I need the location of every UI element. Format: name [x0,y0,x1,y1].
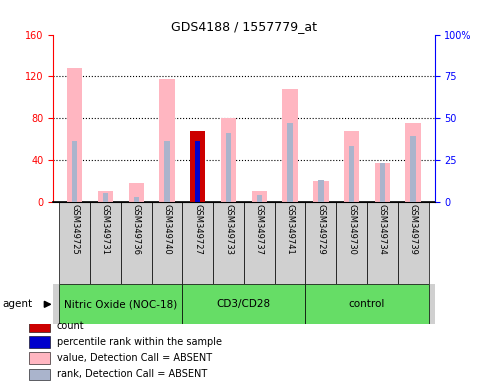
Bar [59,202,90,284]
Bar [121,202,152,284]
Text: Nitric Oxide (NOC-18): Nitric Oxide (NOC-18) [64,299,177,310]
Bar [59,284,183,324]
Text: control: control [349,299,385,310]
Text: rank, Detection Call = ABSENT: rank, Detection Call = ABSENT [57,369,207,379]
Text: GSM349739: GSM349739 [409,204,418,255]
Bar [375,163,390,202]
Bar [367,202,398,284]
Bar [98,191,113,202]
Text: GSM349729: GSM349729 [316,204,326,255]
Text: GSM349736: GSM349736 [132,204,141,255]
Bar [405,123,421,202]
Bar [103,193,108,202]
Bar [213,202,244,284]
Bar [275,202,305,284]
Bar [336,202,367,284]
Bar [128,183,144,202]
Bar [349,146,355,202]
Bar [133,197,139,202]
Text: agent: agent [2,299,32,310]
Bar [318,180,324,202]
Text: CD3/CD28: CD3/CD28 [217,299,271,310]
Bar [287,123,293,202]
Bar [221,118,236,202]
Bar [183,284,305,324]
Text: GSM349727: GSM349727 [193,204,202,255]
Bar [28,353,50,364]
Bar [28,369,50,381]
Bar [398,202,428,284]
Text: GSM349740: GSM349740 [162,204,171,255]
Bar [152,202,183,284]
Text: GSM349734: GSM349734 [378,204,387,255]
Bar [411,136,416,202]
Bar [159,79,175,202]
Bar [183,202,213,284]
Bar [190,131,205,202]
Bar [195,141,200,202]
Bar [28,320,50,332]
Text: GSM349725: GSM349725 [70,204,79,255]
Bar [380,163,385,202]
Text: GSM349741: GSM349741 [285,204,295,255]
Bar [256,195,262,202]
Bar [252,191,267,202]
Bar [164,141,170,202]
Bar [90,202,121,284]
Text: GSM349737: GSM349737 [255,204,264,255]
Title: GDS4188 / 1557779_at: GDS4188 / 1557779_at [171,20,317,33]
Text: value, Detection Call = ABSENT: value, Detection Call = ABSENT [57,353,212,363]
Bar [244,202,275,284]
Bar [305,284,428,324]
Text: GSM349733: GSM349733 [224,204,233,255]
Text: count: count [57,321,85,331]
Bar [72,141,77,202]
Bar [28,336,50,348]
Text: GSM349731: GSM349731 [101,204,110,255]
Bar [283,89,298,202]
Bar [344,131,359,202]
Text: GSM349730: GSM349730 [347,204,356,255]
Text: percentile rank within the sample: percentile rank within the sample [57,337,222,348]
Bar [67,68,83,202]
Bar [313,181,328,202]
Bar [305,202,336,284]
Bar [226,133,231,202]
